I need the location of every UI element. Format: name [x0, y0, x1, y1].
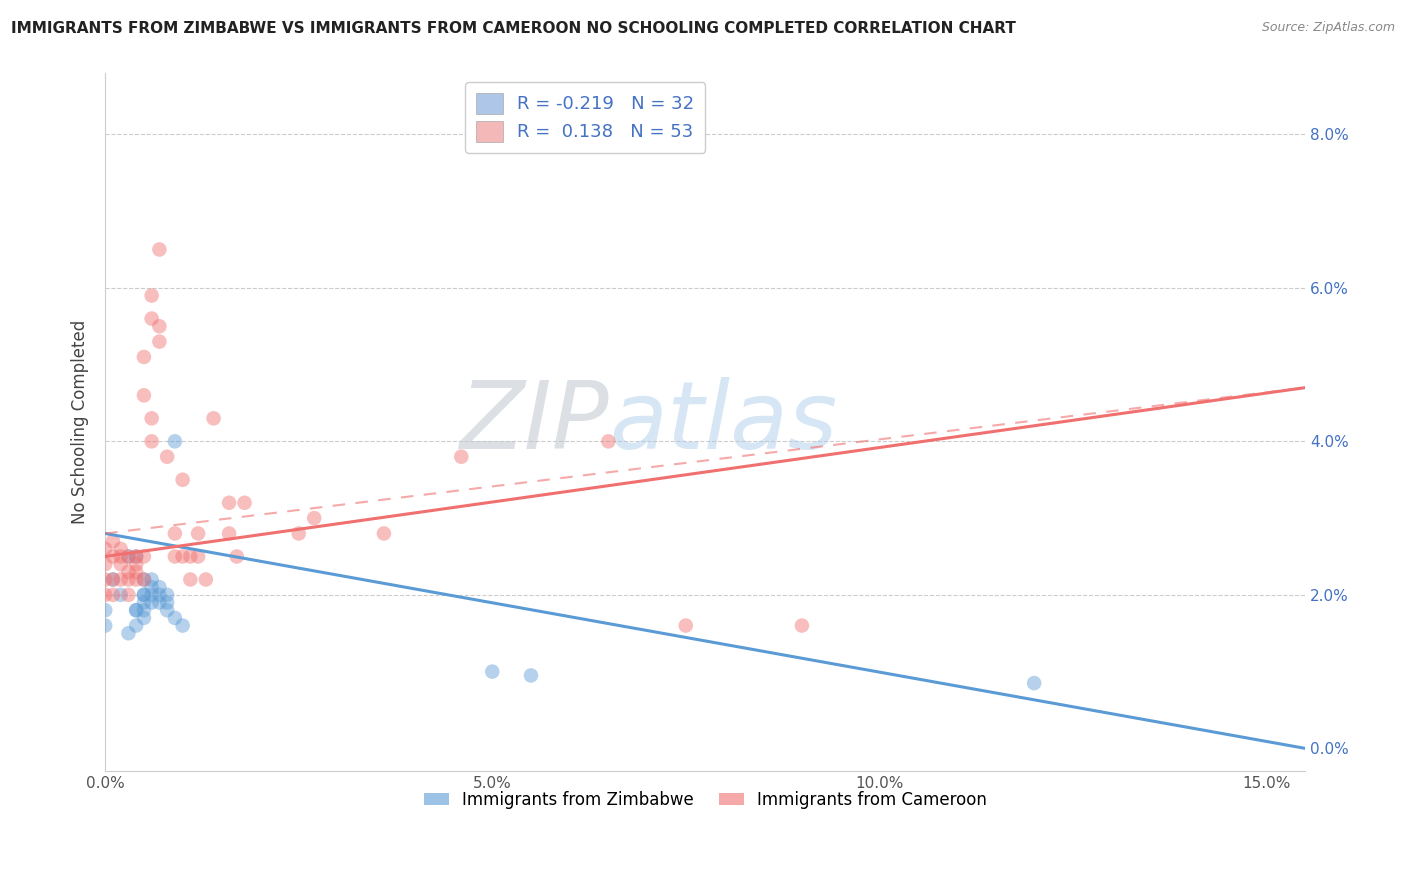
- Point: [117, 549, 139, 564]
- Point: [163, 434, 186, 449]
- Point: [218, 496, 240, 510]
- Point: [163, 549, 186, 564]
- Point: [101, 573, 124, 587]
- Point: [194, 573, 217, 587]
- Legend: Immigrants from Zimbabwe, Immigrants from Cameroon: Immigrants from Zimbabwe, Immigrants fro…: [416, 784, 994, 815]
- Point: [101, 534, 124, 549]
- Point: [163, 526, 186, 541]
- Point: [141, 588, 163, 602]
- Point: [94, 603, 117, 617]
- Point: [110, 557, 132, 571]
- Point: [125, 603, 148, 617]
- Point: [148, 319, 170, 334]
- Point: [218, 526, 240, 541]
- Point: [141, 595, 163, 609]
- Point: [101, 573, 124, 587]
- Point: [125, 603, 148, 617]
- Y-axis label: No Schooling Completed: No Schooling Completed: [72, 320, 89, 524]
- Point: [148, 580, 170, 594]
- Point: [373, 526, 395, 541]
- Point: [598, 434, 620, 449]
- Point: [132, 549, 155, 564]
- Point: [450, 450, 472, 464]
- Point: [132, 588, 155, 602]
- Point: [148, 595, 170, 609]
- Point: [156, 603, 179, 617]
- Point: [141, 311, 163, 326]
- Point: [94, 557, 117, 571]
- Point: [233, 496, 256, 510]
- Point: [141, 580, 163, 594]
- Point: [101, 549, 124, 564]
- Point: [132, 350, 155, 364]
- Point: [141, 434, 163, 449]
- Point: [132, 573, 155, 587]
- Point: [110, 588, 132, 602]
- Point: [1024, 676, 1046, 690]
- Point: [132, 611, 155, 625]
- Point: [125, 565, 148, 579]
- Text: Source: ZipAtlas.com: Source: ZipAtlas.com: [1261, 21, 1395, 35]
- Point: [156, 588, 179, 602]
- Point: [141, 411, 163, 425]
- Point: [117, 588, 139, 602]
- Point: [148, 334, 170, 349]
- Point: [187, 549, 209, 564]
- Point: [675, 618, 697, 632]
- Point: [125, 618, 148, 632]
- Point: [94, 618, 117, 632]
- Point: [132, 388, 155, 402]
- Point: [101, 588, 124, 602]
- Point: [110, 541, 132, 556]
- Point: [94, 573, 117, 587]
- Point: [117, 565, 139, 579]
- Point: [156, 595, 179, 609]
- Point: [179, 549, 201, 564]
- Point: [125, 549, 148, 564]
- Point: [125, 573, 148, 587]
- Point: [163, 611, 186, 625]
- Point: [94, 588, 117, 602]
- Point: [302, 511, 325, 525]
- Point: [117, 573, 139, 587]
- Point: [148, 243, 170, 257]
- Point: [179, 573, 201, 587]
- Point: [125, 557, 148, 571]
- Point: [156, 450, 179, 464]
- Point: [287, 526, 309, 541]
- Text: atlas: atlas: [609, 376, 838, 467]
- Point: [148, 588, 170, 602]
- Point: [110, 573, 132, 587]
- Text: ZIP: ZIP: [460, 376, 609, 467]
- Point: [172, 473, 194, 487]
- Point: [117, 549, 139, 564]
- Point: [117, 626, 139, 640]
- Point: [225, 549, 247, 564]
- Point: [132, 595, 155, 609]
- Point: [132, 603, 155, 617]
- Point: [94, 541, 117, 556]
- Point: [520, 668, 543, 682]
- Point: [790, 618, 813, 632]
- Point: [132, 573, 155, 587]
- Text: IMMIGRANTS FROM ZIMBABWE VS IMMIGRANTS FROM CAMEROON NO SCHOOLING COMPLETED CORR: IMMIGRANTS FROM ZIMBABWE VS IMMIGRANTS F…: [11, 21, 1017, 37]
- Point: [110, 549, 132, 564]
- Point: [172, 618, 194, 632]
- Point: [132, 588, 155, 602]
- Point: [202, 411, 225, 425]
- Point: [481, 665, 503, 679]
- Point: [141, 573, 163, 587]
- Point: [187, 526, 209, 541]
- Point: [172, 549, 194, 564]
- Point: [125, 549, 148, 564]
- Point: [141, 288, 163, 302]
